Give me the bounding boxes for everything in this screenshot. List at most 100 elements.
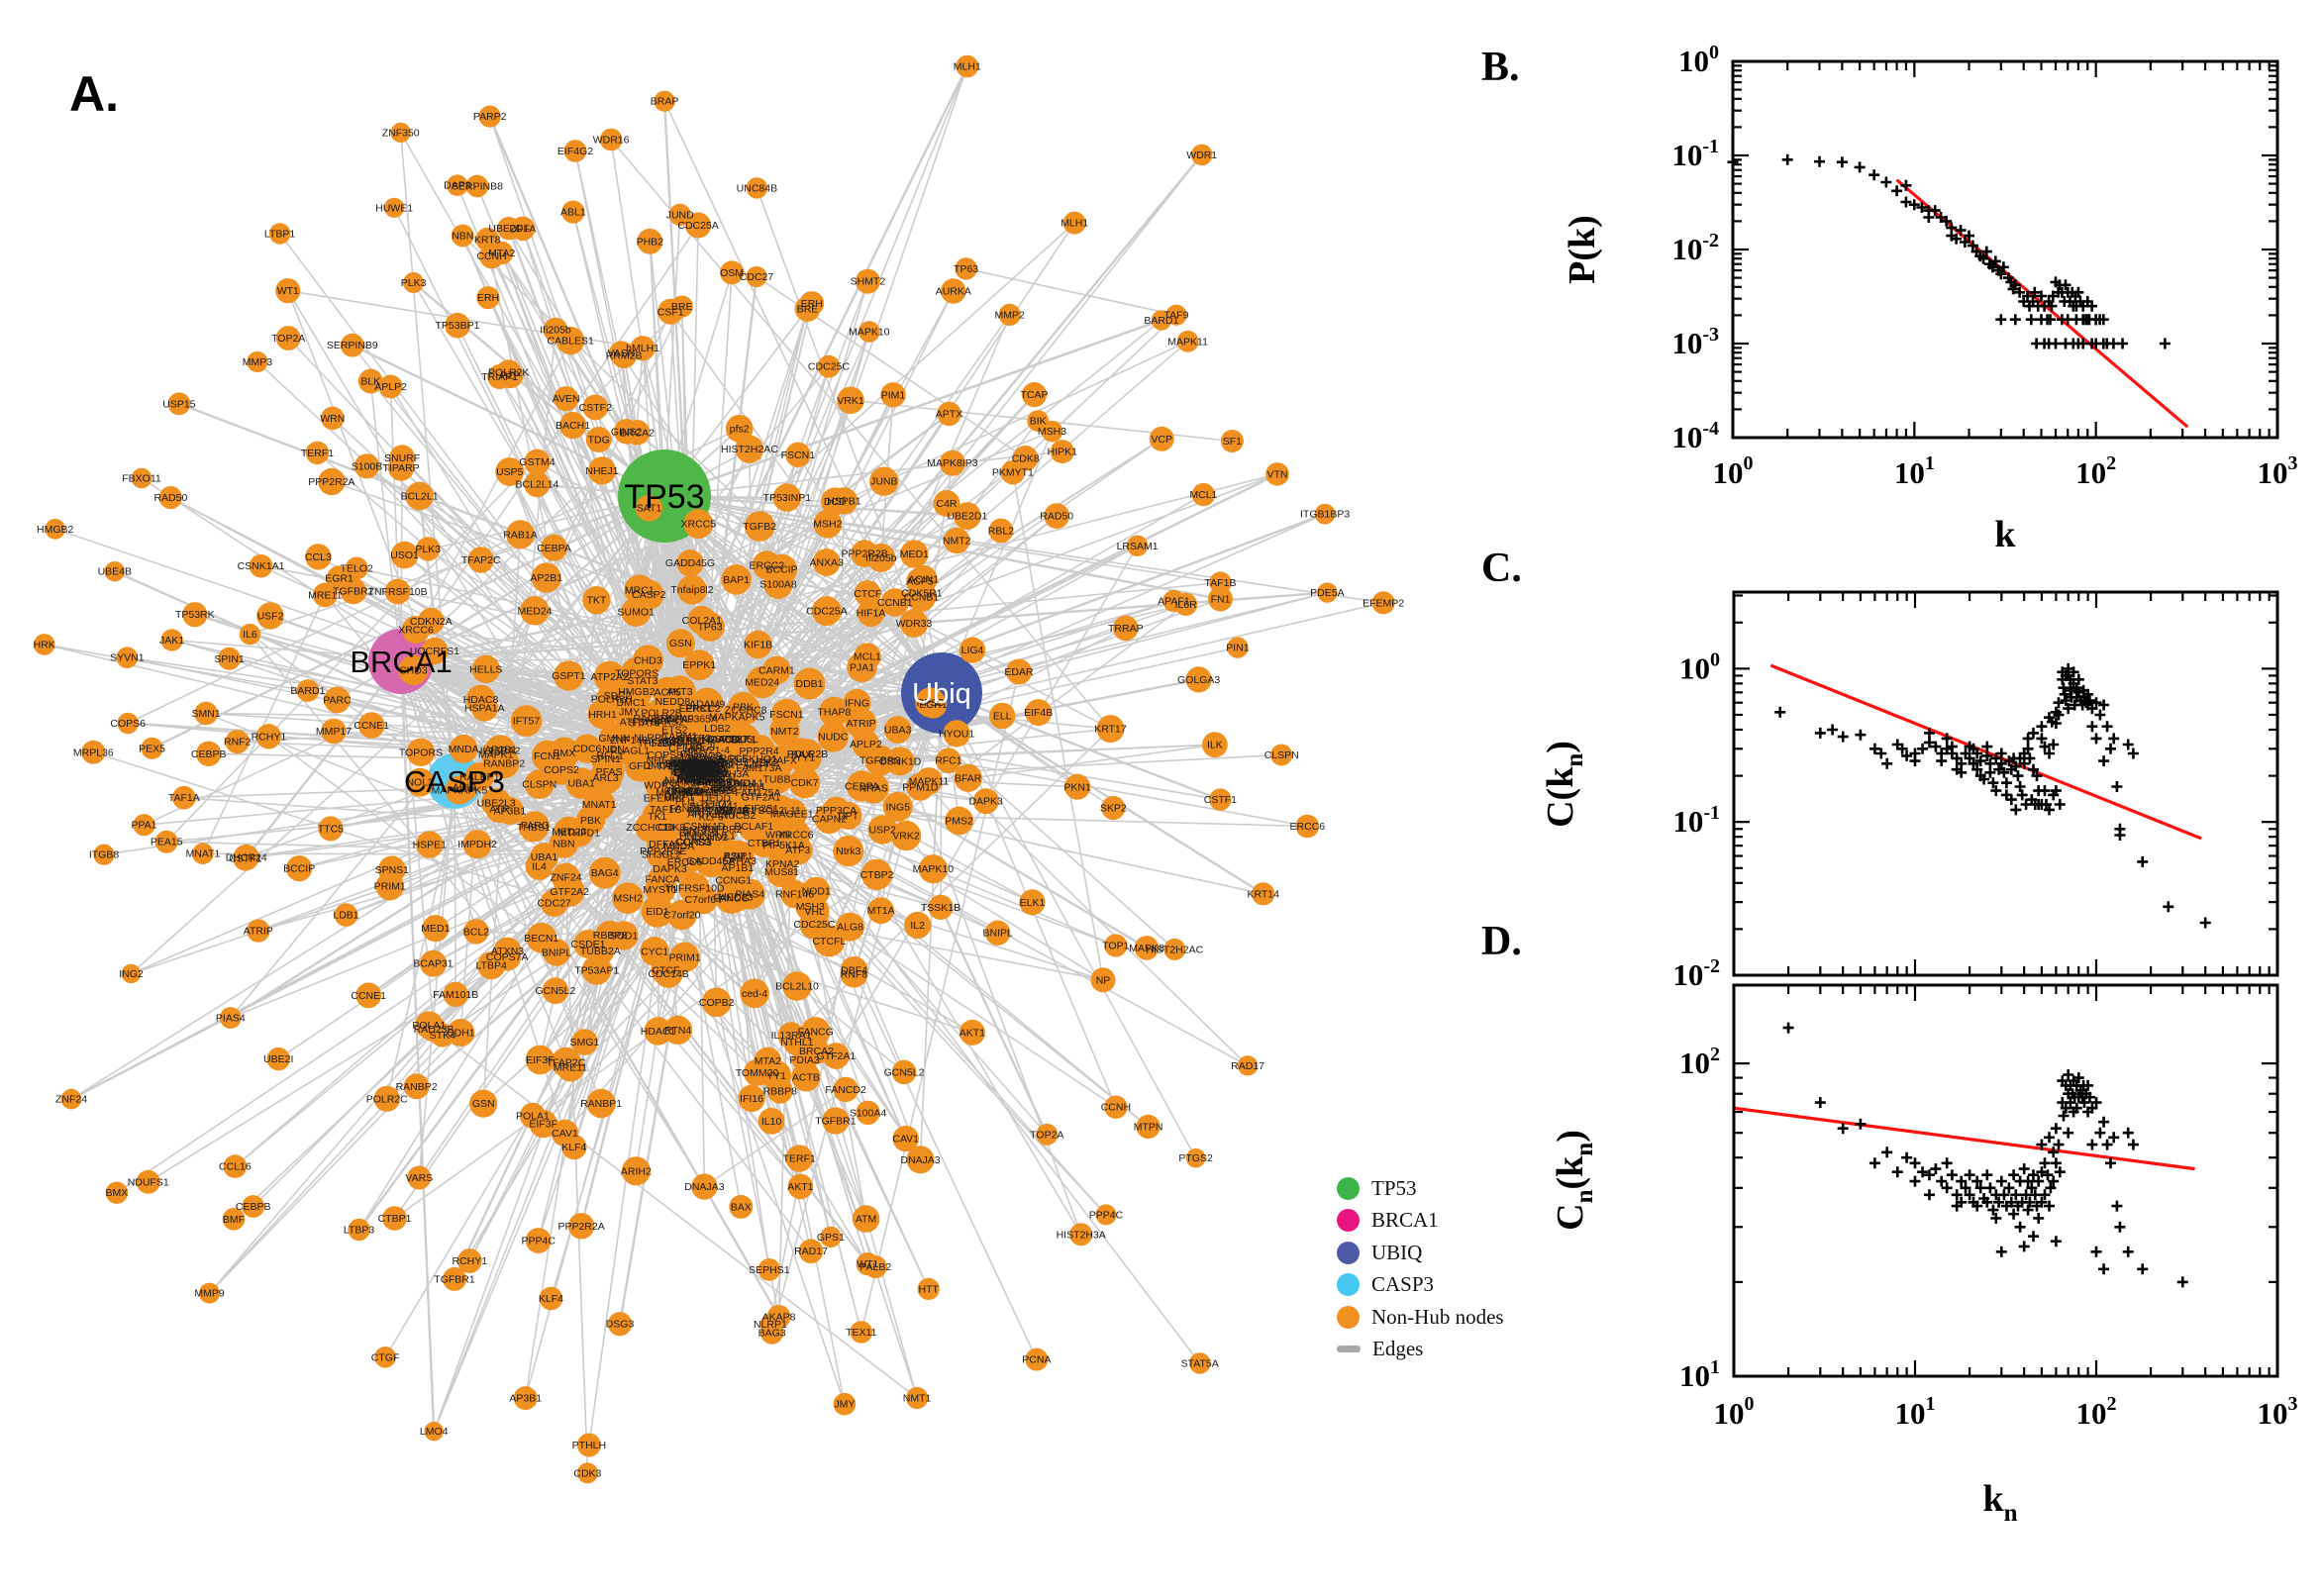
node-label: MTA2 <box>488 248 515 259</box>
node-label: BCCIP <box>766 564 798 576</box>
network-edge <box>941 692 1197 1159</box>
data-point-marker <box>2010 804 2022 816</box>
node-label: MAPK10 <box>913 863 955 875</box>
network-edge <box>534 609 943 694</box>
node-label: UBA1 <box>567 778 595 790</box>
node-label: BFAR <box>955 772 982 784</box>
node-label: DBF4 <box>841 965 867 977</box>
x-axis-tick-label: 100 <box>1714 1393 1755 1431</box>
node-label: NMT1 <box>903 1393 932 1405</box>
node-label: PLK3 <box>415 544 441 555</box>
node-label: CSTF1 <box>229 853 261 865</box>
node-label: PLK3 <box>401 277 427 289</box>
node-label: SMN1 <box>192 708 221 720</box>
x-axis-label: k <box>1994 514 2016 555</box>
node-label: pfs2 <box>730 423 750 435</box>
node-label: CTCF <box>652 964 679 976</box>
data-point-marker <box>1855 729 1867 741</box>
node-label: CAV1 <box>552 1128 578 1140</box>
node-label: CTBP1 <box>748 838 781 849</box>
data-point-marker <box>2105 743 2116 754</box>
node-label: NHEJ1 <box>585 465 618 477</box>
network-edge <box>1012 471 1104 981</box>
node-label: NMT2 <box>770 726 799 738</box>
node-label: RANBP1 <box>580 1098 622 1110</box>
node-label: TOPORS <box>399 747 443 758</box>
network-edge <box>130 495 665 975</box>
data-point-marker <box>2163 901 2174 913</box>
node-label: TGFB2 <box>743 521 776 533</box>
network-edge <box>703 1088 847 1188</box>
node-label: PEA15 <box>151 837 183 848</box>
node-label: MAGEE1 <box>770 809 814 821</box>
data-point-marker <box>2044 1132 2055 1144</box>
node-label: GTF2A2 <box>550 886 589 898</box>
node-label: TCAP <box>1020 389 1048 401</box>
node-label: AKT1 <box>960 1027 985 1039</box>
data-point-marker <box>1909 1175 1921 1187</box>
network-edge <box>234 768 699 1167</box>
node-label: CSTF2 <box>579 402 612 414</box>
node-label: EIF4B <box>1024 707 1053 719</box>
ubiq-hub-swatch-icon <box>1337 1241 1360 1264</box>
node-label: PPP2R2B <box>841 549 887 560</box>
x-axis-tick-label: 101 <box>1895 1393 1936 1431</box>
node-label: BCL2L10 <box>775 981 819 993</box>
data-point-marker <box>2050 338 2062 349</box>
node-label: MTPN <box>1134 1121 1163 1133</box>
node-label: TAF9 <box>1164 310 1189 322</box>
node-label: PPP2R2A <box>308 476 354 488</box>
data-point-marker <box>1836 156 1848 168</box>
data-point-marker <box>1880 176 1892 188</box>
network-edge <box>719 438 1162 741</box>
node-label: S100A8 <box>759 579 797 591</box>
node-label: XRCC6 <box>398 625 434 637</box>
node-label: ATF3 <box>785 845 810 856</box>
node-label: TOP2A <box>1030 1129 1063 1141</box>
legend-label: Non-Hub nodes <box>1371 1304 1504 1329</box>
x-axis-tick-label: 100 <box>1713 452 1754 490</box>
node-label: MMP3 <box>243 356 272 368</box>
node-label: MMP9 <box>194 1288 224 1300</box>
node-label: GPS1 <box>817 1232 845 1244</box>
node-label: USP5 <box>496 466 524 478</box>
node-label: BECN1 <box>524 933 558 945</box>
node-label: BAP1 <box>723 574 750 586</box>
data-point-marker <box>2098 755 2110 767</box>
data-point-marker <box>2111 1200 2123 1212</box>
network-edge <box>669 310 943 694</box>
node-label: FSCN1 <box>781 449 816 461</box>
node-label: GSPT1 <box>552 670 586 682</box>
network-edge <box>249 495 665 636</box>
node-label: HUWE1 <box>375 202 413 214</box>
node-label: COPB2 <box>699 997 735 1009</box>
data-point-marker <box>1936 1175 1948 1187</box>
node-label: BCCIP <box>283 863 315 875</box>
node-label: PTHLH <box>572 1440 606 1451</box>
node-label: SF1 <box>1223 436 1242 448</box>
network-edge <box>400 619 703 662</box>
node-label: JUND <box>666 209 694 221</box>
node-label: PHB2 <box>637 236 664 248</box>
node-label: RAD50 <box>153 492 187 504</box>
node-label: TTC5 <box>318 823 344 835</box>
node-label: IFT57 <box>513 716 541 728</box>
node-label: RBL2 <box>988 526 1014 538</box>
node-label: MED24 <box>517 605 552 617</box>
network-edge <box>399 659 436 1433</box>
node-label: SERPINB8 <box>452 181 503 193</box>
node-label: CLSPN <box>1264 749 1299 761</box>
node-label: PMS2 <box>945 816 973 828</box>
data-point-marker <box>1941 1157 1953 1169</box>
node-label: SUMO1 <box>618 607 656 619</box>
hub-label-tp53: TP53 <box>624 478 704 516</box>
node-label: PPP4C <box>1089 1209 1124 1221</box>
node-label: JAK1 <box>159 635 184 647</box>
data-points <box>1774 662 2211 929</box>
data-point-marker <box>2054 799 2066 810</box>
node-label: XRCC5 <box>681 519 717 531</box>
node-label: ZNF24 <box>55 1094 87 1106</box>
node-label: MTA2 <box>755 1055 781 1067</box>
node-label: PIM1 <box>881 389 906 401</box>
